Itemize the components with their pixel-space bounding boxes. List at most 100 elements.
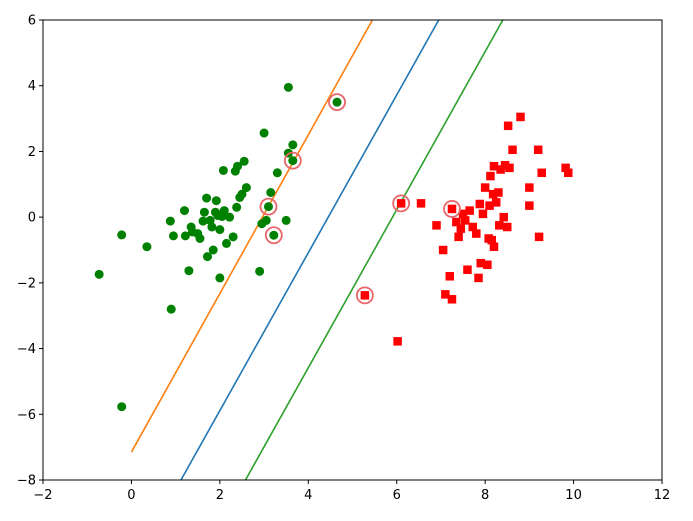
red-point-35 [496,165,505,174]
green-point-45 [269,230,279,240]
support-vector-ring-0 [328,93,346,112]
green-point-42 [261,215,271,225]
green-point-28 [219,206,229,216]
red-point-21 [476,258,485,268]
red-point-11 [454,232,463,242]
decision-lines [130,20,504,480]
green-point-29 [221,238,231,248]
plot-frame [42,19,663,481]
red-point-31 [489,161,499,171]
support-vector-ring-4 [392,194,411,213]
green-point-24 [215,225,225,235]
red-point-12 [456,224,466,233]
red-point-6 [441,290,450,299]
green-point-9 [184,266,194,276]
green-point-3 [142,242,152,252]
support-vector-ring-2 [259,197,278,216]
green-point-4 [165,216,175,226]
red-point-41 [508,145,517,155]
green-point-27 [218,165,228,175]
green-point-17 [202,252,212,262]
red-point-48 [561,163,570,173]
x-tick-label: 6 [393,488,401,503]
red-point-27 [486,171,495,181]
green-point-38 [241,183,251,193]
green-point-19 [207,222,217,232]
x-tick-label: 2 [216,488,224,503]
red-point-16 [465,206,474,215]
support-vector-rings [259,93,461,305]
support-vector-ring-1 [283,151,302,170]
green-point-34 [233,161,243,171]
green-point-8 [180,231,190,241]
green-point-47 [281,215,291,225]
red-point-45 [533,145,543,155]
red-point-7 [445,272,455,281]
x-tick-label: 8 [481,488,489,503]
red-point-39 [503,121,513,131]
red-point-18 [472,229,481,238]
data-points [94,82,573,412]
red-point-28 [487,235,497,245]
red-point-34 [495,221,504,230]
red-point-40 [505,163,514,173]
red-point-9 [447,204,457,214]
y-tick-label: 2 [28,145,36,160]
y-tick-label: 4 [28,79,36,94]
green-point-22 [211,196,221,206]
red-point-32 [491,198,501,207]
red-point-46 [534,232,544,242]
red-point-33 [494,188,503,197]
red-point-49 [564,168,573,178]
red-point-38 [503,222,512,232]
y-tick-label: −2 [17,276,36,291]
x-tick-label: 4 [304,488,312,503]
red-point-13 [458,209,468,219]
green-point-5 [166,304,176,314]
red-point-47 [537,168,546,178]
green-point-36 [237,189,247,199]
y-tick-label: −6 [17,408,36,423]
red-point-4 [432,221,441,230]
green-point-37 [239,156,249,166]
red-point-8 [447,295,457,304]
red-point-19 [474,273,483,283]
red-point-26 [485,201,494,210]
green-point-13 [195,234,205,243]
red-point-22 [478,209,488,219]
red-point-17 [468,222,478,232]
decision-line-0 [130,20,374,453]
red-point-10 [452,217,461,227]
red-point-5 [438,245,448,255]
x-tick-label: −2 [33,488,52,503]
red-point-0 [360,291,370,300]
red-point-43 [525,183,534,192]
green-point-48 [283,82,293,92]
red-point-24 [483,260,492,270]
red-point-36 [499,212,508,222]
green-point-39 [255,266,265,276]
x-tick-label: 12 [654,488,671,503]
green-point-41 [259,128,269,138]
green-point-46 [272,168,282,178]
green-point-30 [225,212,235,222]
green-point-1 [117,230,127,240]
red-point-1 [393,337,402,346]
green-point-31 [228,232,238,242]
green-point-0 [94,269,104,279]
y-tick-label: −4 [17,342,36,357]
green-point-7 [179,206,189,216]
red-point-23 [480,183,490,192]
support-vector-ring-6 [355,286,374,305]
green-point-43 [263,202,273,212]
green-point-14 [198,216,208,226]
green-point-16 [202,193,212,203]
red-point-37 [500,160,510,170]
support-vector-ring-5 [443,200,461,218]
red-point-3 [416,199,426,208]
green-point-6 [168,231,178,241]
x-axis-ticks: −2 0 2 4 6 8 10 12 [33,480,670,503]
x-tick-label: 10 [565,488,582,503]
y-tick-label: 0 [28,211,36,226]
red-point-2 [396,199,406,208]
